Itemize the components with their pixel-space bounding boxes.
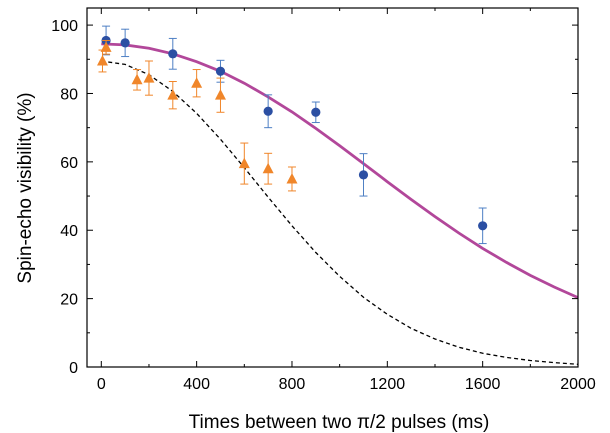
data-point-circle	[358, 170, 369, 180]
y-tick-label: 20	[60, 292, 78, 309]
y-tick-label: 80	[60, 86, 78, 103]
y-tick-label: 60	[60, 155, 78, 172]
x-tick-label: 2000	[560, 376, 596, 393]
x-tick-label: 400	[183, 376, 210, 393]
data-markers	[96, 25, 488, 245]
y-axis-label: Spin-echo visibility (%)	[15, 92, 36, 283]
data-point-triangle	[131, 73, 143, 85]
x-tick-label: 800	[279, 376, 306, 393]
plot-area	[87, 8, 578, 367]
data-point-triangle	[191, 77, 203, 88]
axis-ticks: 0 400 800 1200 1600 2000 0 20 40 60 80 100	[51, 8, 596, 393]
x-tick-label: 1200	[370, 376, 406, 393]
data-point-triangle	[96, 54, 108, 66]
data-point-triangle	[143, 72, 155, 83]
y-tick-label: 100	[51, 18, 78, 35]
data-point-triangle	[286, 172, 298, 184]
data-point-triangle	[214, 89, 226, 100]
data-point-circle	[311, 107, 321, 117]
data-point-triangle	[167, 89, 179, 100]
solid-fit-curve	[101, 42, 579, 299]
data-point-circle	[215, 66, 226, 76]
plot-background	[87, 8, 578, 367]
y-tick-label: 40	[60, 223, 78, 240]
x-axis-label: Times between two π/2 pulses (ms)	[189, 412, 490, 433]
data-point-triangle	[238, 157, 250, 169]
x-tick-label: 1600	[465, 376, 501, 393]
axes-frame	[86, 7, 579, 368]
data-point-circle	[168, 49, 178, 59]
x-tick-label: 0	[97, 376, 106, 393]
plot-frame	[86, 7, 579, 368]
y-tick-label: 0	[69, 360, 78, 377]
fit-curves	[101, 42, 579, 365]
data-point-circle	[263, 106, 273, 116]
data-point-circle	[120, 38, 130, 48]
data-point-triangle	[262, 162, 274, 174]
data-point-circle	[478, 221, 488, 231]
data-point-triangle	[100, 41, 112, 52]
